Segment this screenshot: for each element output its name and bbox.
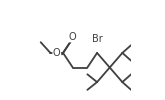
Text: O: O — [53, 48, 61, 58]
Text: O: O — [69, 32, 77, 42]
Text: Br: Br — [92, 34, 103, 44]
